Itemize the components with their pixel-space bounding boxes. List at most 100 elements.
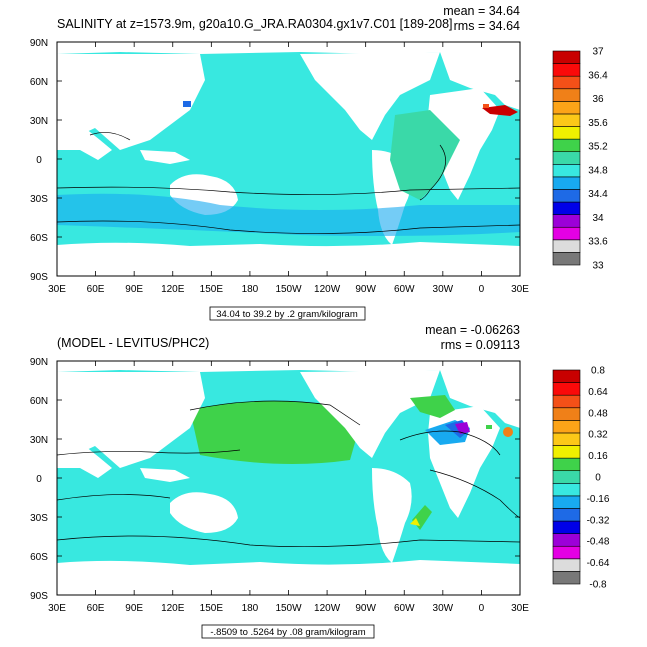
colorbar-box bbox=[552, 407, 581, 421]
colorbar-box bbox=[552, 495, 581, 509]
mean-label: mean = -0.06263 bbox=[425, 323, 520, 337]
colorbar-label: -0.8 bbox=[589, 580, 607, 591]
colorbar-box bbox=[552, 382, 581, 396]
x-tick-label: 120W bbox=[314, 284, 341, 295]
colorbar-label: 0.32 bbox=[588, 430, 608, 441]
colorbar-label: 0 bbox=[595, 473, 601, 484]
y-tick-label: 90S bbox=[30, 591, 48, 602]
x-tick-label: 60E bbox=[87, 284, 105, 295]
colorbar-box bbox=[552, 75, 581, 90]
y-tick-label: 30N bbox=[30, 435, 48, 446]
colorbar-box bbox=[552, 545, 581, 560]
colorbar-box bbox=[552, 369, 581, 383]
colorbar-box bbox=[552, 239, 581, 253]
y-tick-label: 30N bbox=[30, 116, 48, 127]
colorbar-label: 35.6 bbox=[588, 118, 608, 129]
colorbar-box bbox=[552, 252, 581, 266]
x-tick-label: 60W bbox=[394, 284, 415, 295]
x-tick-label: 90E bbox=[125, 284, 143, 295]
x-tick-label: 150W bbox=[275, 603, 302, 614]
mean-label: mean = 34.64 bbox=[443, 4, 520, 18]
colorbar-box bbox=[552, 176, 581, 190]
y-tick-label: 30S bbox=[30, 513, 48, 524]
colorbar-box bbox=[552, 470, 581, 484]
axes: 30E 60E 90E 120E 150E 180 150W 120W 90W 60W 30W 0 30… bbox=[30, 357, 529, 614]
colorbar-box bbox=[552, 214, 581, 228]
y-tick-label: 0 bbox=[36, 474, 42, 485]
footnote-text: 34.04 to 39.2 by .2 gram/kilogram bbox=[216, 309, 358, 320]
colorbar-box bbox=[552, 163, 581, 178]
y-tick-label: 90N bbox=[30, 357, 48, 368]
colorbar: 33 33.6 34 34.4 34.8 35.2 35.6 36 36.4 37 bbox=[552, 47, 608, 272]
x-tick-label: 30E bbox=[48, 284, 66, 295]
map-field bbox=[57, 361, 520, 595]
colorbar-box bbox=[552, 558, 581, 572]
colorbar-label: 34 bbox=[592, 213, 604, 224]
y-tick-label: 60S bbox=[30, 233, 48, 244]
footnote-box: 34.04 to 39.2 by .2 gram/kilogram bbox=[209, 306, 366, 321]
panel-difference: (MODEL - LEVITUS/PHC2) mean = -0.06263 r… bbox=[30, 323, 610, 639]
colorbar-box bbox=[552, 88, 581, 102]
colorbar-label: 36.4 bbox=[588, 70, 608, 81]
colorbar-box bbox=[552, 520, 581, 534]
colorbar-box bbox=[552, 138, 581, 153]
colorbar-box bbox=[552, 63, 581, 77]
colorbar-label: -0.16 bbox=[587, 494, 610, 505]
colorbar-label: 33.6 bbox=[588, 237, 608, 248]
colorbar-box bbox=[552, 445, 581, 459]
x-tick-label: 30E bbox=[511, 603, 529, 614]
x-tick-label: 30W bbox=[433, 603, 454, 614]
colorbar-label: -0.48 bbox=[587, 537, 610, 548]
axes: 30E 60E 90E 120E 150E 180 150W 120W 90W 60W 30W 0 30… bbox=[30, 38, 529, 295]
colorbar-box bbox=[552, 226, 581, 241]
colorbar-box bbox=[552, 508, 581, 522]
colorbar-box bbox=[552, 201, 581, 215]
x-tick-label: 120E bbox=[161, 284, 185, 295]
colorbar: -0.8 -0.64 -0.48 -0.32 -0.16 0 0.16 0.32 0.48 0.6… bbox=[552, 366, 610, 591]
x-tick-label: 180 bbox=[242, 284, 259, 295]
panel-salinity: SALINITY at z=1573.9m, g20a10.G_JRA.RA03… bbox=[30, 4, 608, 321]
colorbar-label: 0.16 bbox=[588, 451, 608, 462]
y-tick-label: 90S bbox=[30, 272, 48, 283]
x-tick-label: 150E bbox=[200, 603, 224, 614]
rms-label: rms = 34.64 bbox=[454, 19, 520, 33]
colorbar-box bbox=[552, 189, 581, 203]
colorbar-label: 0.48 bbox=[588, 408, 608, 419]
x-tick-label: 60W bbox=[394, 603, 415, 614]
x-tick-label: 30E bbox=[511, 284, 529, 295]
y-tick-label: 30S bbox=[30, 194, 48, 205]
y-tick-label: 60S bbox=[30, 552, 48, 563]
y-tick-label: 60N bbox=[30, 396, 48, 407]
colorbar-label: 0.8 bbox=[591, 366, 605, 377]
x-tick-label: 90W bbox=[355, 284, 376, 295]
colorbar-box bbox=[552, 101, 581, 115]
x-tick-label: 120W bbox=[314, 603, 341, 614]
colorbar-box bbox=[552, 420, 581, 434]
map-field bbox=[57, 42, 520, 276]
colorbar-label: -0.64 bbox=[587, 558, 610, 569]
y-tick-label: 0 bbox=[36, 155, 42, 166]
colorbar-box bbox=[552, 432, 581, 446]
footnote-text: -.8509 to .5264 by .08 gram/kilogram bbox=[210, 627, 365, 638]
x-tick-label: 0 bbox=[479, 603, 485, 614]
y-tick-label: 60N bbox=[30, 77, 48, 88]
colorbar-box bbox=[552, 151, 581, 165]
x-tick-label: 60E bbox=[87, 603, 105, 614]
x-tick-label: 30W bbox=[433, 284, 454, 295]
colorbar-label: 36 bbox=[592, 94, 604, 105]
colorbar-label: 33 bbox=[592, 261, 604, 272]
colorbar-box bbox=[552, 457, 581, 472]
x-tick-label: 30E bbox=[48, 603, 66, 614]
colorbar-label: 34.8 bbox=[588, 165, 608, 176]
x-tick-label: 150W bbox=[275, 284, 302, 295]
colorbar-label: 37 bbox=[592, 47, 604, 58]
colorbar-box bbox=[552, 482, 581, 497]
colorbar-label: 0.64 bbox=[588, 387, 608, 398]
colorbar-box bbox=[552, 50, 581, 64]
x-tick-label: 90W bbox=[355, 603, 376, 614]
colorbar-label: 35.2 bbox=[588, 142, 608, 153]
x-tick-label: 120E bbox=[161, 603, 185, 614]
colorbar-box bbox=[552, 394, 581, 409]
x-tick-label: 150E bbox=[200, 284, 224, 295]
